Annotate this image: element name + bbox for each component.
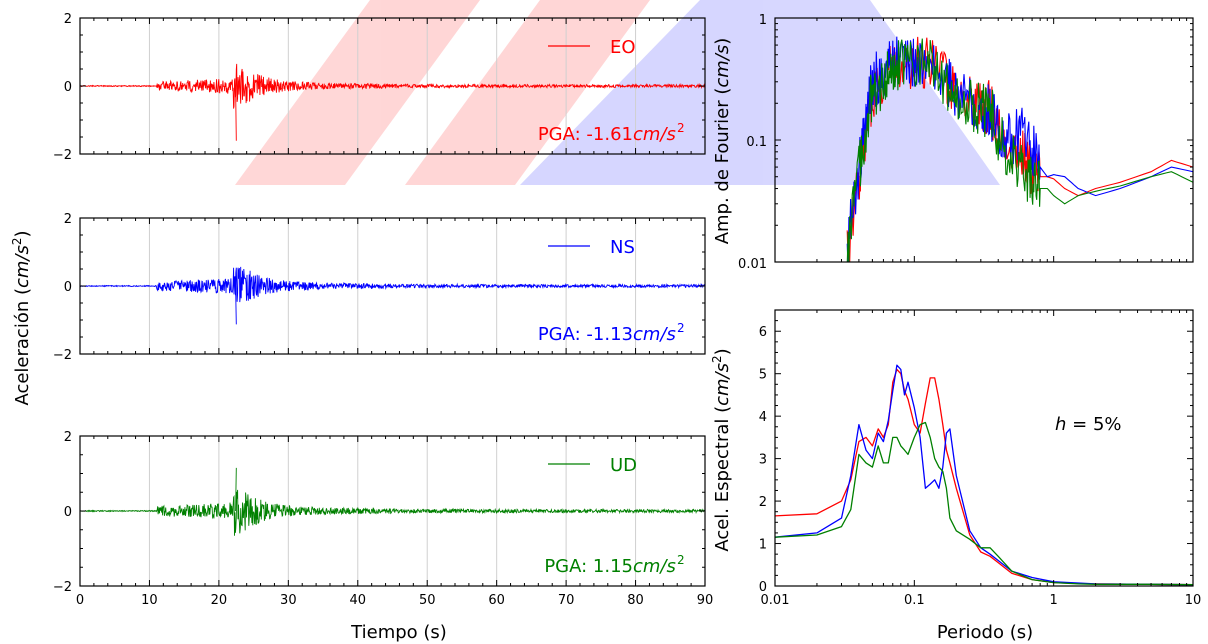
x-tick-label: 0.1 [904, 593, 925, 608]
legend-label: NS [610, 237, 635, 258]
y-tick-label: 0.01 [738, 257, 767, 272]
x-tick-label: 0.01 [761, 593, 790, 608]
x-tick-label: 30 [280, 593, 297, 608]
y-tick-label: 2 [64, 12, 72, 27]
pga-unit-exponent: 2 [677, 553, 685, 567]
y-tick-label: 0 [64, 80, 72, 95]
damping-annotation: h = 5% [1055, 414, 1122, 435]
legend-label: UD [610, 455, 637, 476]
y-tick-label: 2 [759, 495, 767, 510]
acceleration-series-ns [79, 266, 706, 325]
period-axis-label: Periodo (s) [937, 622, 1033, 643]
x-tick-label: 0 [76, 593, 84, 608]
fourier-axis-label: Amp. de Fourier (cm/s) [712, 38, 733, 245]
x-tick-label: 70 [558, 593, 575, 608]
fourier-panel: 0.01 0.1 1 [738, 13, 1194, 272]
watermark-blue-triangle [520, 0, 1000, 185]
x-tick-label: 90 [697, 593, 714, 608]
x-tick-label: 50 [419, 593, 436, 608]
fourier-series-ns [846, 36, 1193, 262]
time-axis-label: Tiempo (s) [350, 622, 447, 643]
spectrum-axis-label: Acel. Espectral (cm/s2) [710, 348, 733, 551]
spectrum-panel: 0 1 2 3 4 5 6 0.01 0.1 1 10 [759, 309, 1202, 608]
x-tick-label: 60 [488, 593, 505, 608]
pga-unit: cm/s [633, 324, 676, 345]
x-tick-label: 10 [1185, 593, 1202, 608]
spectrum-series-ud [774, 421, 1194, 586]
pga-unit: cm/s [633, 556, 676, 577]
y-tick-label: 0 [759, 580, 767, 595]
x-tick-label: 80 [627, 593, 644, 608]
pga-label: PGA: -1.13 [538, 324, 633, 345]
y-tick-label: 0 [64, 505, 72, 520]
y-tick-label: 6 [759, 325, 767, 340]
legend-label: EO [610, 37, 636, 58]
y-tick-label: 4 [759, 410, 767, 425]
spectrum-series-eo [774, 368, 1194, 586]
y-tick-label: 2 [64, 212, 72, 227]
x-tick-label: 10 [141, 593, 158, 608]
pga-unit: cm/s [633, 124, 676, 145]
x-tick-label: 1 [1050, 593, 1058, 608]
spectrum-series-ns [774, 364, 1194, 586]
fourier-series-ud [846, 38, 1193, 262]
x-tick-label: 20 [211, 593, 228, 608]
y-tick-label: −2 [53, 148, 72, 163]
acceleration-series-ud [79, 467, 706, 536]
y-tick-label: 2 [64, 430, 72, 445]
pga-unit-exponent: 2 [677, 121, 685, 135]
y-tick-label: 5 [759, 368, 767, 383]
y-tick-label: 0.1 [746, 135, 767, 150]
y-tick-label: 1 [759, 13, 767, 28]
pga-label: PGA: -1.61 [538, 124, 633, 145]
y-tick-label: −2 [53, 580, 72, 595]
axes-frame [774, 309, 1194, 587]
y-tick-label: 1 [759, 538, 767, 553]
acceleration-series-eo [79, 63, 706, 141]
pga-label: PGA: 1.15 [544, 556, 633, 577]
y-tick-label: 0 [64, 280, 72, 295]
pga-unit-exponent: 2 [677, 321, 685, 335]
x-tick-label: 40 [350, 593, 367, 608]
y-tick-label: 3 [759, 453, 767, 468]
y-tick-label: −2 [53, 348, 72, 363]
acceleration-axis-label: Aceleración (cm/s2) [10, 230, 33, 405]
